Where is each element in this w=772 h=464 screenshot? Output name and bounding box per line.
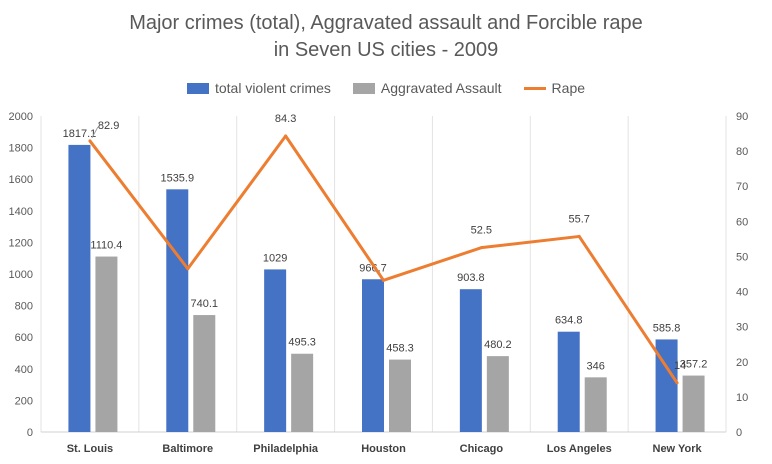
bar-aggravated-assault	[291, 353, 314, 432]
bar-total-violent-crimes	[459, 289, 482, 432]
y-right-tick-label: 80	[736, 146, 748, 158]
bar-total-violent-crimes	[655, 339, 678, 432]
legend-item-total-violent-crimes: total violent crimes	[186, 80, 331, 96]
bar-data-label: 1535.9	[160, 172, 194, 184]
bar-aggravated-assault	[584, 377, 607, 432]
y-left-tick-label: 600	[15, 332, 33, 344]
bar-aggravated-assault	[486, 356, 509, 432]
y-left-tick-label: 0	[27, 427, 33, 439]
bar-aggravated-assault	[682, 375, 705, 432]
bar-data-label: 740.1	[191, 298, 219, 310]
y-right-tick-label: 70	[736, 181, 748, 193]
y-left-tick-label: 1400	[9, 206, 33, 218]
x-tick-label: Baltimore	[162, 443, 213, 455]
legend-swatch-aggravated-assault	[352, 82, 375, 94]
y-right-tick-label: 0	[736, 427, 742, 439]
y-left-tick-label: 2000	[9, 111, 33, 123]
chart-title: Major crimes (total), Aggravated assault…	[129, 12, 643, 34]
bar-total-violent-crimes	[264, 269, 287, 432]
y-left-tick-label: 200	[15, 395, 33, 407]
x-tick-label: New York	[653, 443, 703, 455]
legend-label-aggravated-assault: Aggravated Assault	[380, 80, 502, 96]
legend-label-rape: Rape	[551, 80, 586, 96]
rape-point	[577, 234, 581, 238]
legend-swatch-rape	[523, 86, 546, 90]
rape-point	[186, 267, 190, 271]
bar-data-label: 1110.4	[90, 240, 122, 252]
rape-data-label: 52.5	[471, 225, 492, 237]
rape-data-label: 82.9	[98, 120, 119, 132]
rape-data-label: 14	[674, 360, 686, 372]
y-left-tick-label: 1000	[9, 269, 33, 281]
y-left-tick-label: 1800	[9, 143, 33, 155]
y-right-tick-label: 40	[736, 287, 748, 299]
y-left-tick-label: 800	[15, 301, 33, 313]
x-tick-label: Philadelphia	[253, 443, 319, 455]
bar-data-label: 346	[587, 360, 605, 372]
legend-label-total-violent-crimes: total violent crimes	[214, 80, 331, 96]
bar-total-violent-crimes	[557, 331, 580, 432]
y-right-tick-label: 30	[736, 322, 748, 334]
bar-aggravated-assault	[389, 359, 411, 432]
y-right-tick-label: 20	[736, 357, 748, 369]
x-tick-label: Houston	[361, 443, 406, 455]
bar-data-label: 634.8	[555, 315, 583, 327]
x-tick-label: St. Louis	[67, 443, 113, 455]
legend-item-rape: Rape	[523, 80, 586, 96]
legend-swatch-total-violent-crimes	[186, 82, 209, 94]
bar-data-label: 903.8	[457, 272, 485, 284]
legend-item-aggravated-assault: Aggravated Assault	[352, 80, 502, 96]
bar-data-label: 357.2	[680, 359, 708, 371]
bar-data-label: 1029	[263, 252, 287, 264]
bar-data-label: 480.2	[484, 339, 512, 351]
bar-total-violent-crimes	[166, 189, 189, 432]
rape-data-label: 84.3	[275, 113, 296, 125]
y-left-tick-label: 1600	[9, 174, 33, 186]
bar-total-violent-crimes	[362, 279, 384, 432]
rape-point	[479, 246, 483, 250]
bar-aggravated-assault	[95, 256, 118, 432]
chart-subtitle: in Seven US cities - 2009	[273, 39, 499, 61]
bar-data-label: 495.3	[288, 337, 316, 349]
y-left-tick-label: 1200	[9, 237, 33, 249]
bar-data-label: 1817.1	[63, 128, 97, 140]
rape-point	[675, 381, 679, 385]
y-right-tick-label: 10	[736, 392, 748, 404]
rape-data-label: 55.7	[569, 213, 590, 225]
y-right-tick-label: 60	[736, 216, 748, 228]
bar-total-violent-crimes	[68, 144, 91, 432]
rape-point	[382, 278, 385, 282]
y-left-tick-label: 400	[15, 364, 33, 376]
bar-aggravated-assault	[193, 315, 216, 432]
legend: total violent crimes Aggravated Assault …	[0, 80, 772, 96]
y-right-tick-label: 90	[736, 111, 748, 123]
rape-point	[88, 139, 92, 143]
y-right-tick-label: 50	[736, 251, 748, 263]
rape-label-leader	[91, 126, 99, 139]
bar-data-label: 585.8	[653, 322, 681, 334]
x-tick-label: Chicago	[460, 443, 504, 455]
rape-point	[284, 134, 288, 138]
bar-data-label: 458.3	[386, 343, 414, 355]
bar-data-label: 966.7	[359, 262, 387, 274]
x-tick-label: Los Angeles	[547, 443, 612, 455]
